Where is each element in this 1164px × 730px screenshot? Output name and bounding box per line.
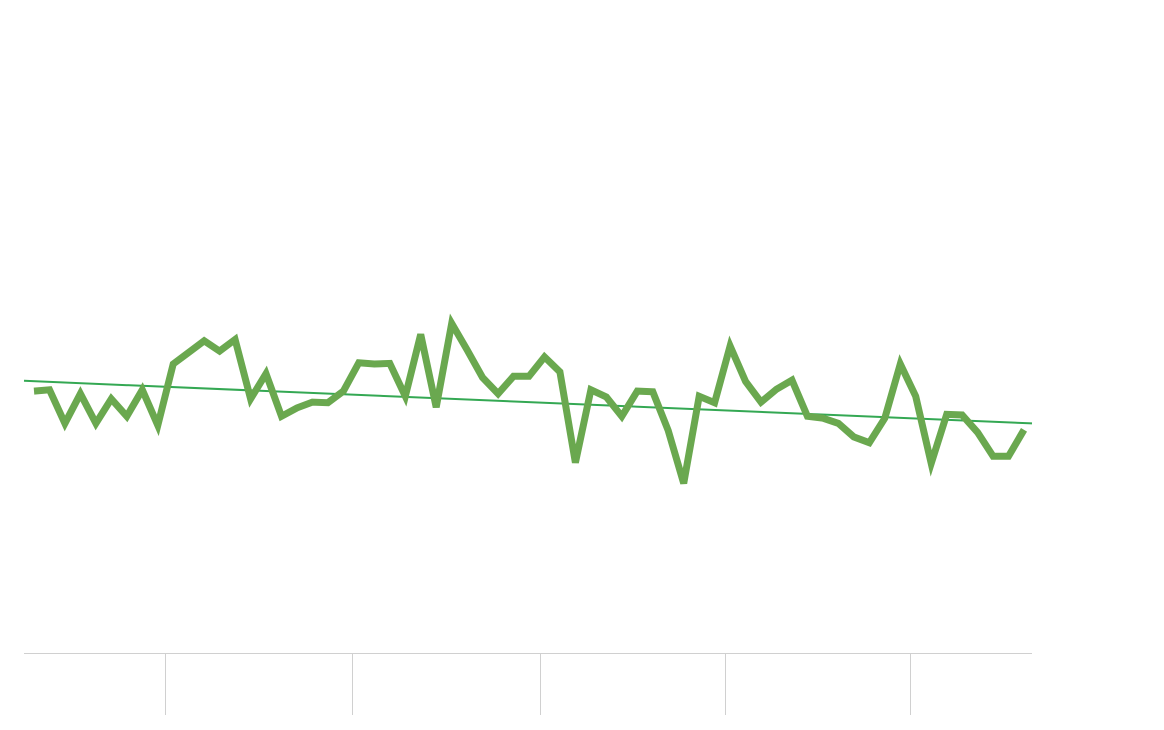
series-line [33, 313, 1028, 485]
plot-area [23, 313, 1033, 485]
trend-line [23, 379, 1033, 425]
x-axis [24, 653, 1032, 715]
